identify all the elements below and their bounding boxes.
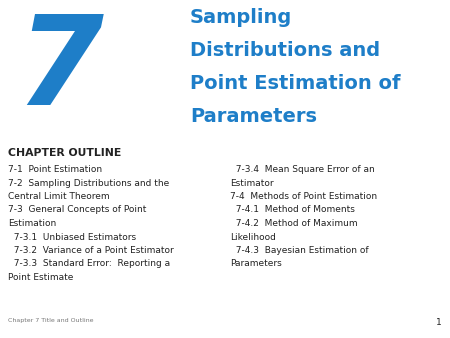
- Text: Central Limit Theorem: Central Limit Theorem: [8, 192, 110, 201]
- Text: Estimator: Estimator: [230, 178, 274, 188]
- Text: 1: 1: [436, 318, 442, 327]
- Text: 7-2  Sampling Distributions and the: 7-2 Sampling Distributions and the: [8, 178, 169, 188]
- Text: Parameters: Parameters: [230, 260, 282, 268]
- Text: Parameters: Parameters: [190, 107, 317, 126]
- Text: Likelihood: Likelihood: [230, 233, 276, 241]
- Text: 7-3  General Concepts of Point: 7-3 General Concepts of Point: [8, 206, 146, 215]
- Text: 7-4.3  Bayesian Estimation of: 7-4.3 Bayesian Estimation of: [230, 246, 369, 255]
- Text: Point Estimation of: Point Estimation of: [190, 74, 400, 93]
- Text: 7-1  Point Estimation: 7-1 Point Estimation: [8, 165, 102, 174]
- Text: Point Estimate: Point Estimate: [8, 273, 73, 282]
- Text: CHAPTER OUTLINE: CHAPTER OUTLINE: [8, 148, 121, 158]
- Text: Estimation: Estimation: [8, 219, 56, 228]
- Text: 7-3.1  Unbiased Estimators: 7-3.1 Unbiased Estimators: [8, 233, 136, 241]
- Text: Sampling: Sampling: [190, 8, 292, 27]
- Text: 7-3.3  Standard Error:  Reporting a: 7-3.3 Standard Error: Reporting a: [8, 260, 170, 268]
- Text: Chapter 7 Title and Outline: Chapter 7 Title and Outline: [8, 318, 94, 323]
- Text: 7-4.2  Method of Maximum: 7-4.2 Method of Maximum: [230, 219, 358, 228]
- Text: 7-4.1  Method of Moments: 7-4.1 Method of Moments: [230, 206, 355, 215]
- Text: 7-4  Methods of Point Estimation: 7-4 Methods of Point Estimation: [230, 192, 377, 201]
- Text: 7: 7: [17, 10, 104, 131]
- Text: 7-3.4  Mean Square Error of an: 7-3.4 Mean Square Error of an: [230, 165, 375, 174]
- Text: 7-3.2  Variance of a Point Estimator: 7-3.2 Variance of a Point Estimator: [8, 246, 174, 255]
- Text: Distributions and: Distributions and: [190, 41, 380, 60]
